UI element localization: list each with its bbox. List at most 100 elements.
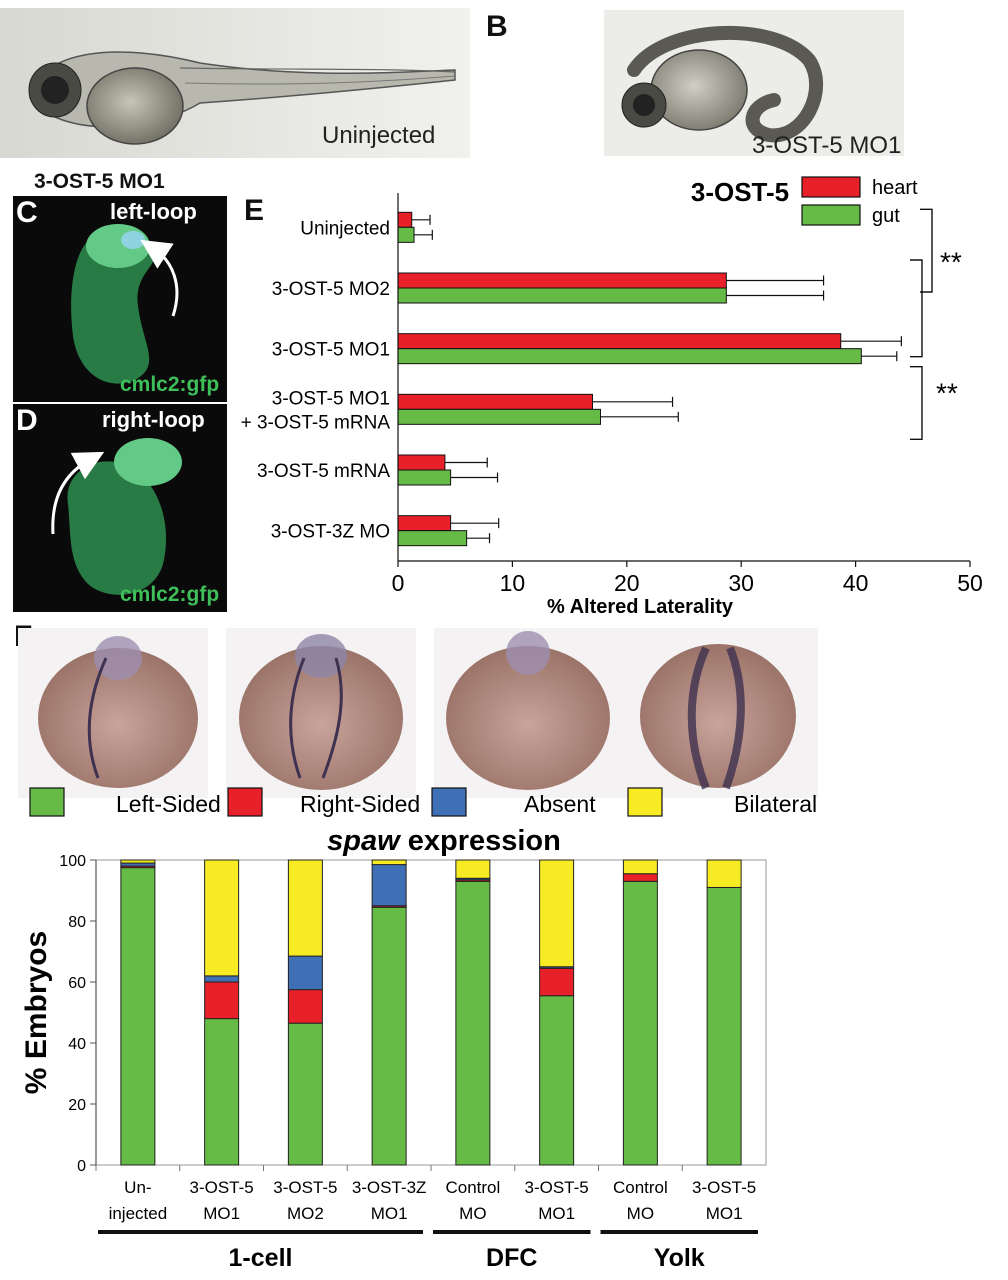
spaw-legend: Left-Sided Right-Sided Absent Bilateral <box>29 787 817 817</box>
y-axis-label-f: % Embryos <box>20 931 53 1094</box>
significance-label-1: ** <box>940 246 962 277</box>
stack-absent-1 <box>204 975 240 983</box>
stack-bilateral-6 <box>622 859 658 875</box>
legend-swatch-right <box>227 787 263 817</box>
legend-label-bilateral: Bilateral <box>734 791 817 817</box>
significance-bracket-3 <box>910 365 923 441</box>
heart-photo-c <box>13 196 227 402</box>
panel-cd-title: 3-OST-5 MO1 <box>34 170 165 193</box>
category-label-f-0: Un- <box>124 1178 151 1197</box>
stack-absent-3 <box>371 864 407 907</box>
significance-bracket-1 <box>920 208 933 293</box>
bar-gut-2 <box>397 348 862 365</box>
photo-label-b: 3-OST-5 MO1 <box>752 132 902 159</box>
legend-swatch-bilateral <box>627 787 663 817</box>
category-label-e-0: Uninjected <box>300 218 390 239</box>
category-label-e-2: 3-OST-5 MO1 <box>272 340 390 361</box>
bar-gut-3 <box>397 408 601 425</box>
category-label-f-5: 3-OST-5 <box>525 1178 589 1197</box>
bar-gut-1 <box>397 287 727 304</box>
category-label-f-7: 3-OST-5 <box>692 1178 756 1197</box>
x-tick-label-e: 0 <box>392 570 405 596</box>
legend-label-heart: heart <box>872 177 918 199</box>
stack-left-5 <box>539 995 575 1166</box>
significance-bracket-2 <box>910 259 923 358</box>
loop-label-c: left-loop <box>110 199 197 224</box>
stack-left-2 <box>287 1022 323 1166</box>
legend-swatch-heart <box>801 176 861 198</box>
legend-swatch-left <box>29 787 65 817</box>
photo-label-a: Uninjected <box>322 122 436 149</box>
bar-heart-0 <box>397 211 413 228</box>
stack-absent-2 <box>287 955 323 991</box>
category-label-f-5: MO1 <box>538 1204 575 1223</box>
panel-letter-e: E <box>244 194 265 227</box>
stack-bilateral-1 <box>204 859 240 977</box>
marker-label-c: cmlc2:gfp <box>120 373 220 396</box>
embryo-photo-a <box>0 8 470 158</box>
stack-left-1 <box>204 1018 240 1166</box>
plot-frame-f <box>95 859 767 1166</box>
x-tick-label-e: 40 <box>843 570 869 596</box>
loop-label-d: right-loop <box>102 407 205 432</box>
legend-label-absent: Absent <box>524 791 596 817</box>
legend-swatch-gut <box>801 204 861 226</box>
embryo-photo-b <box>604 10 904 156</box>
panel-letter-b: B <box>486 10 508 43</box>
stack-left-4 <box>455 880 491 1166</box>
category-label-f-6: MO <box>627 1204 654 1223</box>
stack-right-5 <box>539 967 575 997</box>
category-label-f-1: MO1 <box>203 1204 240 1223</box>
y-tick-label-f: 40 <box>68 1036 86 1053</box>
category-label-f-3: 3-OST-3Z <box>352 1178 427 1197</box>
bar-heart-4 <box>397 454 446 471</box>
stack-bilateral-5 <box>539 859 575 968</box>
category-label-f-7: MO1 <box>706 1204 743 1223</box>
y-tick-label-f: 0 <box>77 1158 86 1175</box>
category-label-e-3: 3-OST-5 MO1 <box>272 388 390 409</box>
bar-heart-3 <box>397 393 593 410</box>
legend-label-right: Right-Sided <box>300 791 420 817</box>
category-label-e-5: 3-OST-3Z MO <box>271 522 390 543</box>
category-label-f-0: injected <box>109 1204 168 1223</box>
x-axis-label-e: % Altered Laterality <box>547 596 734 618</box>
category-label-f-2: 3-OST-5 <box>273 1178 337 1197</box>
x-tick-label-e: 50 <box>957 570 983 596</box>
stack-bilateral-0 <box>120 859 156 864</box>
y-tick-label-f: 100 <box>59 853 86 870</box>
x-tick-label-e: 20 <box>614 570 640 596</box>
category-label-f-2: MO2 <box>287 1204 324 1223</box>
category-label-f-6: Control <box>613 1178 668 1197</box>
stack-bilateral-2 <box>287 859 323 957</box>
stack-left-0 <box>120 867 156 1166</box>
marker-label-d: cmlc2:gfp <box>120 583 220 606</box>
group-label-2: Yolk <box>654 1244 705 1272</box>
category-label-e-1: 3-OST-5 MO2 <box>272 279 390 300</box>
chart-f-title: spaw expression <box>327 825 561 857</box>
stack-right-2 <box>287 989 323 1024</box>
spaw-embryo-photos <box>18 628 818 798</box>
y-tick-label-f: 20 <box>68 1097 86 1114</box>
spaw-stacked-chart: spaw expression 0 20 40 60 80 100 % Embryos Un-i… <box>20 825 767 1272</box>
x-tick-label-e: 30 <box>728 570 754 596</box>
chart-e-title: 3-OST-5 <box>691 177 789 207</box>
heart-photo-d <box>13 404 227 612</box>
panel-letter-c: C <box>16 196 38 229</box>
y-tick-label-f: 80 <box>68 914 86 931</box>
stack-left-6 <box>622 880 658 1166</box>
bar-gut-0 <box>397 226 415 243</box>
stack-left-3 <box>371 906 407 1166</box>
bar-heart-5 <box>397 515 452 532</box>
category-label-f-4: Control <box>445 1178 500 1197</box>
legend-label-gut: gut <box>872 205 900 227</box>
category-label-f-4: MO <box>459 1204 486 1223</box>
significance-label-2: ** <box>936 378 958 409</box>
group-label-1: DFC <box>486 1244 537 1272</box>
bar-gut-5 <box>397 530 468 547</box>
category-label-e-4: 3-OST-5 mRNA <box>257 461 390 482</box>
stack-bilateral-7 <box>706 859 742 888</box>
bar-heart-1 <box>397 272 727 289</box>
bar-heart-2 <box>397 333 842 350</box>
laterality-bar-chart: 3-OST-5 heart gut Uninjected 3-OST-5 MO2 3-OS… <box>241 176 983 618</box>
bar-gut-4 <box>397 469 452 486</box>
